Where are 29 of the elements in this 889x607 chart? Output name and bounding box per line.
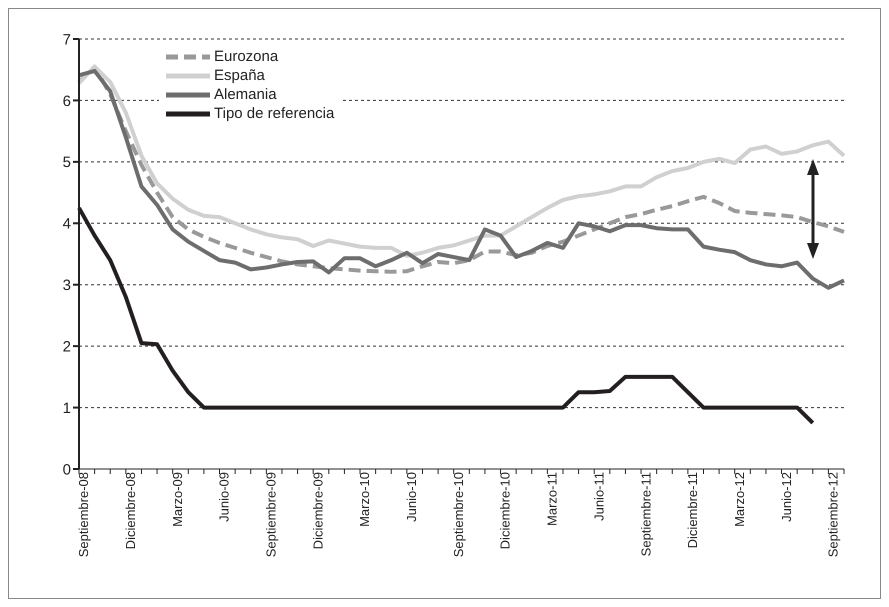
y-tick-label: 7	[62, 31, 71, 48]
legend-label: España	[214, 66, 265, 85]
x-tick-label: Junio-10	[404, 472, 420, 522]
x-tick-label: Marzo-12	[732, 472, 747, 527]
y-tick-label: 5	[62, 154, 71, 172]
x-tick-label: Diciembre-09	[310, 472, 326, 550]
x-tick-label: Marzo-10	[357, 472, 372, 527]
x-tick-label: Septiembre-11	[638, 472, 654, 556]
x-tick-label: Marzo-09	[170, 472, 185, 527]
legend-label: Eurozona	[214, 47, 278, 66]
legend-label: Alemania	[214, 85, 277, 104]
x-tick-label: Septiembre-10	[450, 472, 466, 558]
y-tick-label: 1	[62, 400, 71, 417]
x-tick-label: Diciembre-11	[685, 472, 700, 548]
x-tick-label: Junio-09	[216, 472, 232, 522]
x-tick-label: Junio-12	[778, 472, 794, 522]
y-tick-label: 3	[62, 277, 71, 294]
x-tick-label: Marzo-11	[544, 472, 560, 526]
y-tick-label: 0	[62, 461, 71, 478]
x-tick-label: Septiembre-08	[76, 472, 92, 558]
x-tick-label: Diciembre-08	[123, 472, 138, 550]
y-tick-label: 6	[62, 92, 71, 110]
x-tick-label: Septiembre-12	[826, 472, 841, 558]
legend-label: Tipo de referencia	[214, 104, 334, 123]
y-tick-label: 2	[62, 338, 71, 356]
x-tick-label: Junio-11	[591, 472, 606, 521]
x-tick-label: Diciembre-10	[498, 472, 513, 550]
x-tick-label: Septiembre-09	[264, 472, 279, 558]
y-tick-label: 4	[62, 216, 71, 233]
